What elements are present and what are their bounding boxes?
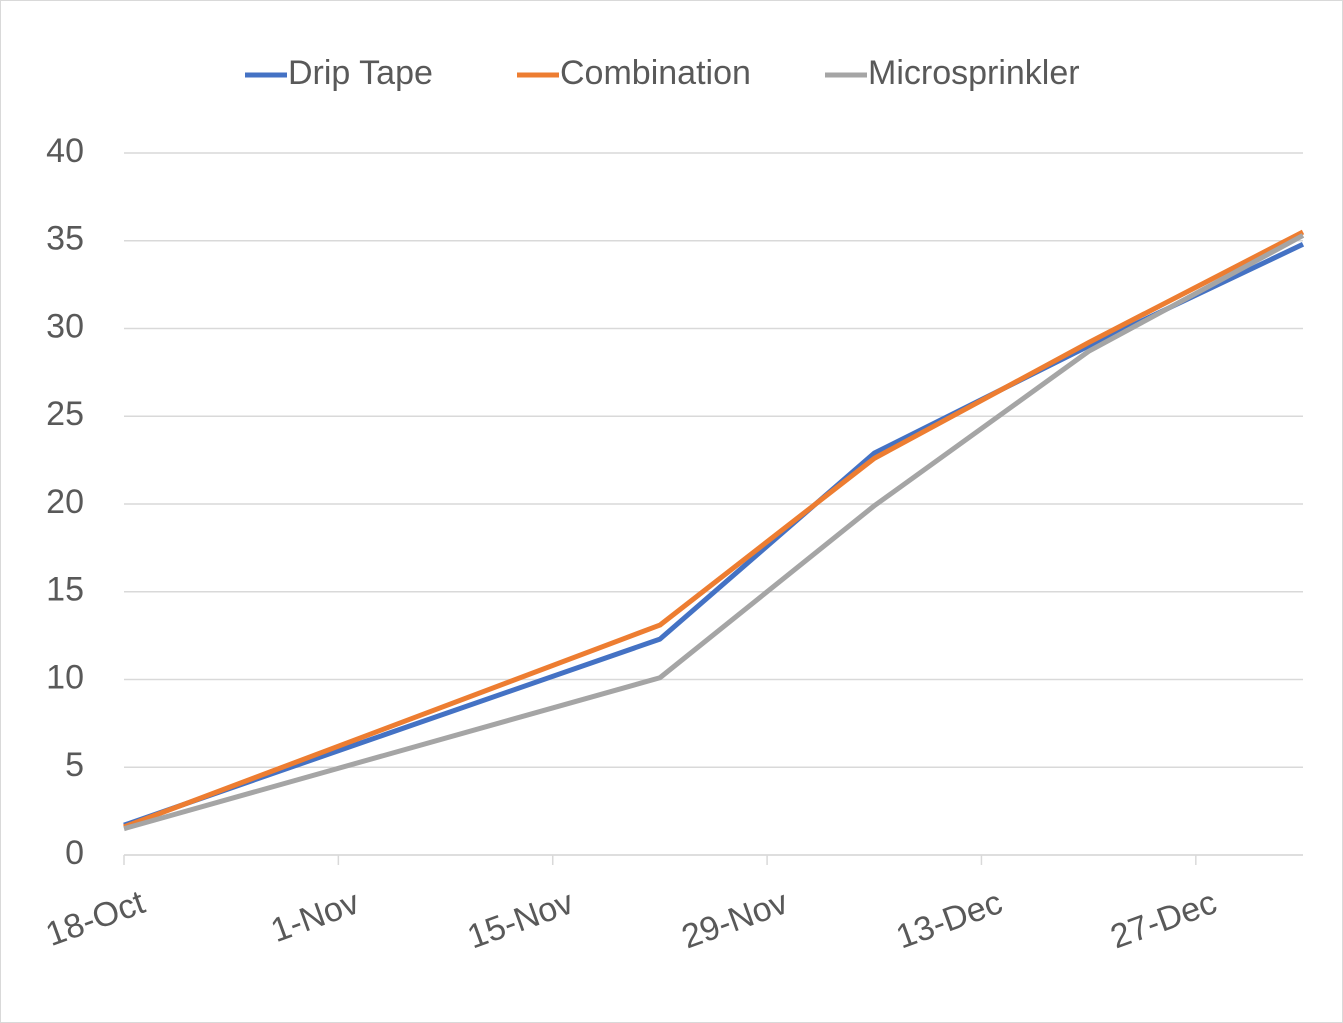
y-tick-label: 10: [46, 658, 84, 696]
series-line: [123, 229, 1305, 830]
legend-label: Microsprinkler: [868, 54, 1080, 92]
y-tick-label: 0: [65, 834, 84, 872]
y-tick-label: 40: [46, 132, 84, 170]
legend-label: Combination: [560, 54, 751, 92]
y-tick-label: 5: [65, 746, 84, 784]
y-tick-label: 20: [46, 483, 84, 521]
y-tick-label: 35: [46, 220, 84, 258]
y-tick-label: 15: [46, 571, 84, 609]
series-line: [123, 233, 1305, 832]
y-tick-label: 25: [46, 395, 84, 433]
y-tick-label: 30: [46, 307, 84, 345]
legend-label: Drip Tape: [288, 54, 433, 92]
